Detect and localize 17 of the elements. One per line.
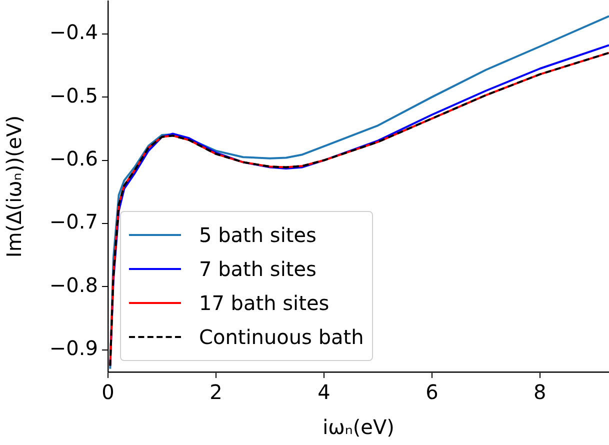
y-tick-label: −0.4 [49, 20, 98, 44]
x-axis-title: iωₙ(eV) [322, 415, 394, 440]
y-tick-label: −0.5 [49, 83, 98, 108]
x-tick-label: 8 [534, 380, 546, 404]
x-tick-label: 0 [102, 380, 114, 404]
y-tick-label: −0.6 [49, 146, 98, 170]
y-tick-label: −0.7 [49, 210, 98, 234]
legend-label: 17 bath sites [199, 291, 330, 315]
y-tick-label: −0.9 [49, 336, 98, 360]
x-tick-label: 2 [210, 380, 222, 404]
legend-label: 7 bath sites [199, 257, 316, 281]
legend-label: Continuous bath [199, 325, 364, 349]
y-tick-label: −0.8 [49, 272, 98, 297]
legend-label: 5 bath sites [199, 223, 316, 247]
y-axis-title: Im(Δ(iωₙ))(eV) [2, 115, 26, 258]
x-tick-label: 6 [426, 380, 438, 404]
x-tick-label: 4 [318, 380, 330, 404]
